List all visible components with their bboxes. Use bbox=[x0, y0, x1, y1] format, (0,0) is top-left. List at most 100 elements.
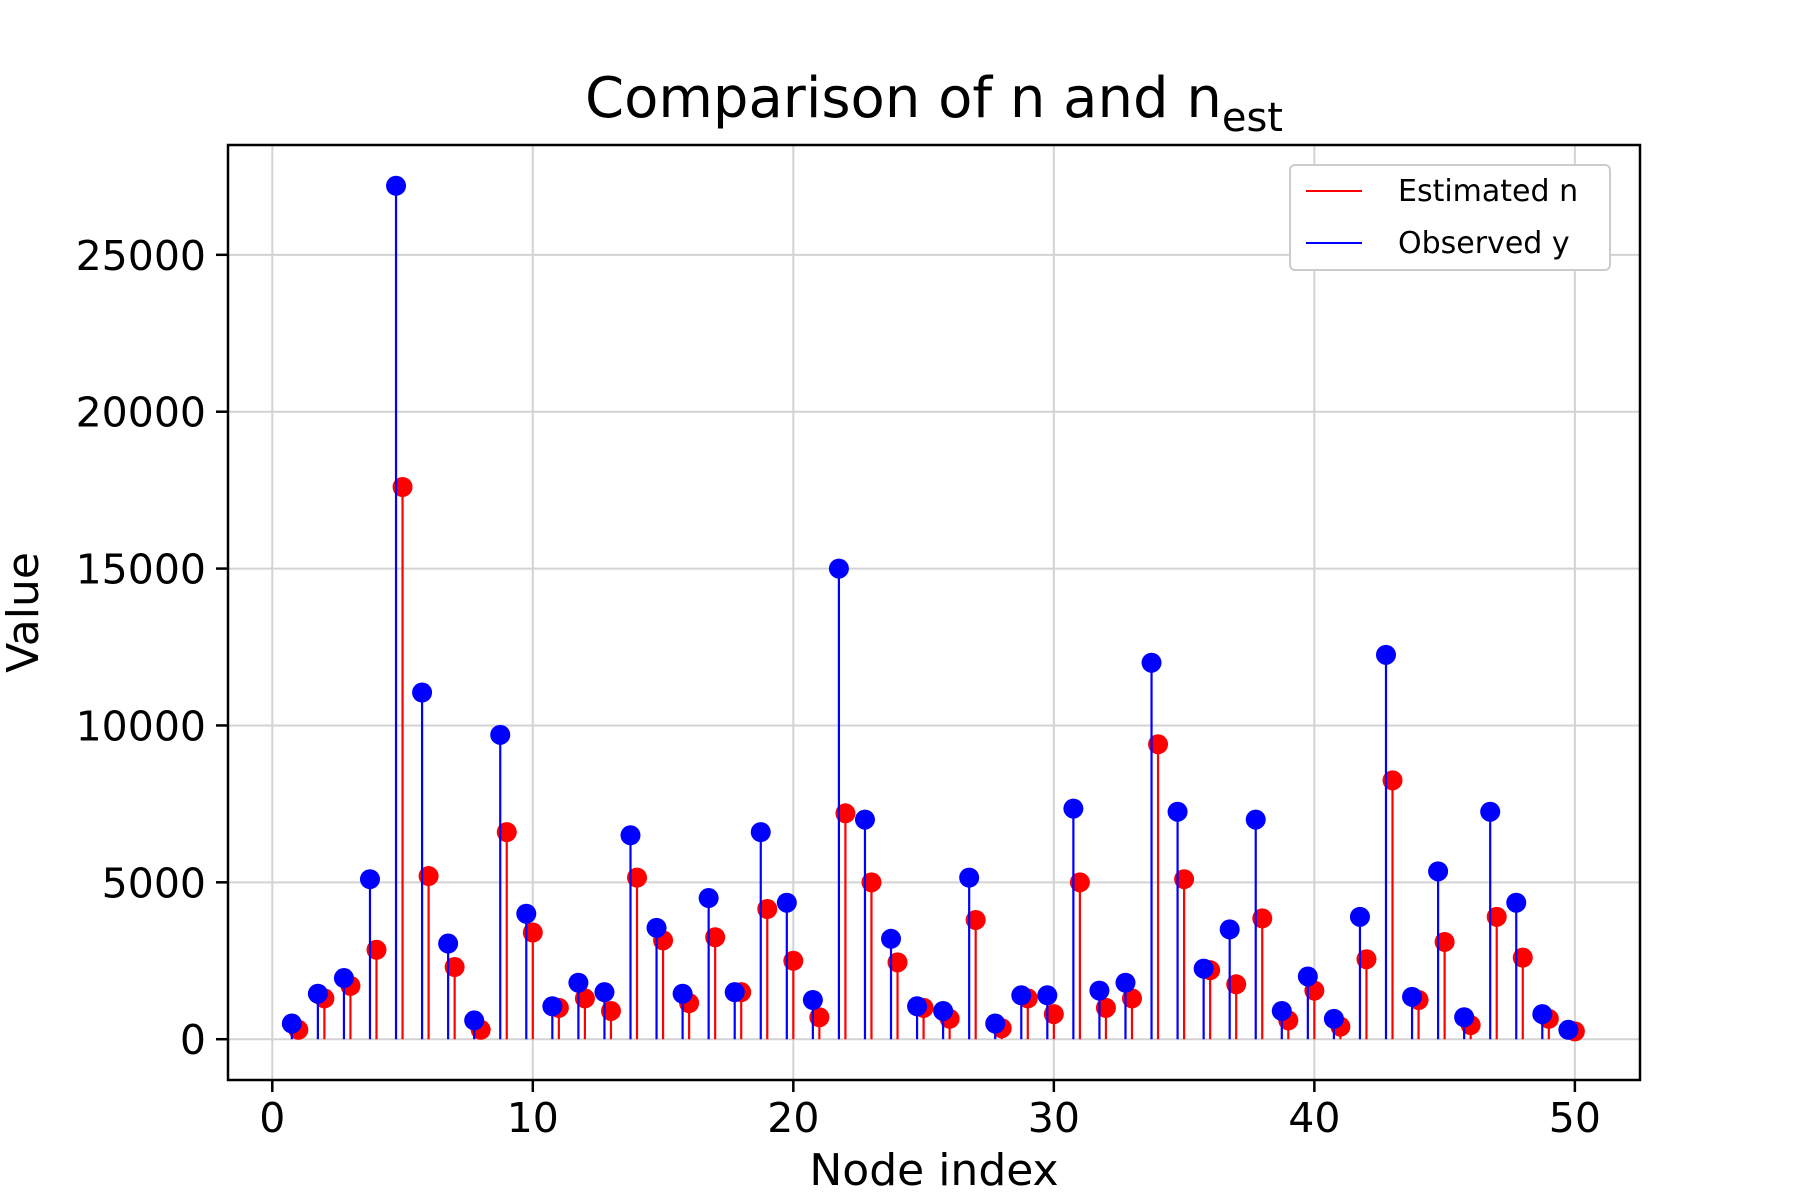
stem-marker bbox=[757, 899, 778, 920]
stem-marker bbox=[776, 892, 797, 913]
stem-marker bbox=[1349, 906, 1370, 927]
stem-marker bbox=[1095, 997, 1116, 1018]
x-tick-label: 50 bbox=[1549, 1094, 1601, 1142]
y-tick-label: 0 bbox=[180, 1016, 206, 1064]
stem-marker bbox=[1486, 906, 1507, 927]
stem-marker bbox=[861, 872, 882, 893]
y-axis-label: Value bbox=[0, 552, 49, 673]
stem-marker bbox=[516, 903, 537, 924]
stem-marker bbox=[1219, 919, 1240, 940]
stem-marker bbox=[412, 682, 433, 703]
stem-marker bbox=[724, 982, 745, 1003]
stem-marker bbox=[835, 803, 856, 824]
stem-marker bbox=[1174, 869, 1195, 890]
stem-marker bbox=[1043, 1004, 1064, 1025]
stem-marker bbox=[698, 888, 719, 909]
x-tick-label: 0 bbox=[259, 1094, 285, 1142]
stem-marker bbox=[496, 822, 517, 843]
stem-marker bbox=[1480, 801, 1501, 822]
stem-marker bbox=[1375, 644, 1396, 665]
stem-marker bbox=[627, 867, 648, 888]
stem-marker bbox=[1193, 958, 1214, 979]
stem-marker bbox=[1011, 985, 1032, 1006]
stem-marker bbox=[386, 175, 407, 196]
stem-marker bbox=[438, 933, 459, 954]
x-tick-label: 40 bbox=[1288, 1094, 1340, 1142]
plot-frame bbox=[226, 143, 1642, 1082]
legend-label-estimated: Estimated n bbox=[1398, 174, 1578, 209]
y-tick-label: 25000 bbox=[76, 232, 206, 280]
stem-marker bbox=[1069, 872, 1090, 893]
stem-marker bbox=[1434, 931, 1455, 952]
stem-series bbox=[281, 175, 1585, 1042]
stem-marker bbox=[444, 957, 465, 978]
stem-marker bbox=[1115, 972, 1136, 993]
stem-marker bbox=[366, 939, 387, 960]
chart-title: Comparison of n and nest bbox=[585, 66, 1283, 141]
stem-marker bbox=[600, 1000, 621, 1021]
x-tick-label: 10 bbox=[507, 1094, 559, 1142]
stem-marker bbox=[1382, 770, 1403, 791]
y-tick-label: 15000 bbox=[76, 546, 206, 594]
stem-marker bbox=[1512, 947, 1533, 968]
chart-title-subscript: est bbox=[1222, 95, 1283, 141]
y-tick-label: 20000 bbox=[76, 389, 206, 437]
stem-marker bbox=[1428, 861, 1449, 882]
stem-marker bbox=[333, 968, 354, 989]
series-estimated bbox=[288, 476, 1585, 1042]
stem-marker bbox=[1532, 1004, 1553, 1025]
stem-marker bbox=[281, 1013, 302, 1034]
stem-marker bbox=[907, 996, 928, 1017]
stem-marker bbox=[1252, 908, 1273, 929]
stem-marker bbox=[1245, 809, 1266, 830]
stem-marker bbox=[965, 909, 986, 930]
grid-lines bbox=[228, 145, 1640, 1080]
x-axis-label: Node index bbox=[809, 1145, 1058, 1196]
stem-marker bbox=[1063, 798, 1084, 819]
stem-marker bbox=[1121, 988, 1142, 1009]
stem-marker bbox=[392, 476, 413, 497]
stem-marker bbox=[985, 1013, 1006, 1034]
legend-box bbox=[1289, 164, 1611, 271]
legend-label-observed: Observed y bbox=[1398, 226, 1570, 261]
stem-marker bbox=[646, 917, 667, 938]
stem-marker bbox=[672, 983, 693, 1004]
stem-marker bbox=[1356, 949, 1377, 970]
stem-marker bbox=[1141, 652, 1162, 673]
stem-marker bbox=[1167, 801, 1188, 822]
stem-marker bbox=[418, 866, 439, 887]
stem-marker bbox=[464, 1010, 485, 1031]
stem-marker bbox=[1148, 734, 1169, 755]
series-observed bbox=[281, 175, 1579, 1040]
stem-marker bbox=[933, 1000, 954, 1021]
stem-marker bbox=[568, 972, 589, 993]
stem-marker bbox=[1402, 986, 1423, 1007]
stem-marker bbox=[307, 983, 328, 1004]
stem-marker bbox=[1323, 1008, 1344, 1029]
stem-marker bbox=[1037, 985, 1058, 1006]
legend: Estimated n Observed y bbox=[1289, 164, 1611, 271]
stem-marker bbox=[705, 927, 726, 948]
stem-marker bbox=[1271, 1000, 1292, 1021]
stem-marker bbox=[522, 922, 543, 943]
stem-marker bbox=[1558, 1019, 1579, 1040]
stem-marker bbox=[1297, 966, 1318, 987]
stem-marker bbox=[783, 950, 804, 971]
stem-marker bbox=[881, 928, 902, 949]
stem-marker bbox=[490, 724, 511, 745]
stem-marker bbox=[1506, 892, 1527, 913]
stem-marker bbox=[542, 996, 563, 1017]
stem-marker bbox=[1226, 974, 1247, 995]
y-tick-label: 10000 bbox=[76, 702, 206, 750]
stem-marker bbox=[1454, 1007, 1475, 1028]
x-tick-label: 30 bbox=[1028, 1094, 1080, 1142]
stem-marker bbox=[1089, 980, 1110, 1001]
axis-ticks: 0 10 20 30 40 50 0 5000 10000 15000 20000 25000 bbox=[76, 232, 1601, 1142]
stem-marker bbox=[750, 822, 771, 843]
stem-marker bbox=[887, 952, 908, 973]
stem-marker bbox=[854, 809, 875, 830]
stem-marker bbox=[802, 989, 823, 1010]
stem-marker bbox=[620, 825, 641, 846]
x-tick-label: 20 bbox=[767, 1094, 819, 1142]
